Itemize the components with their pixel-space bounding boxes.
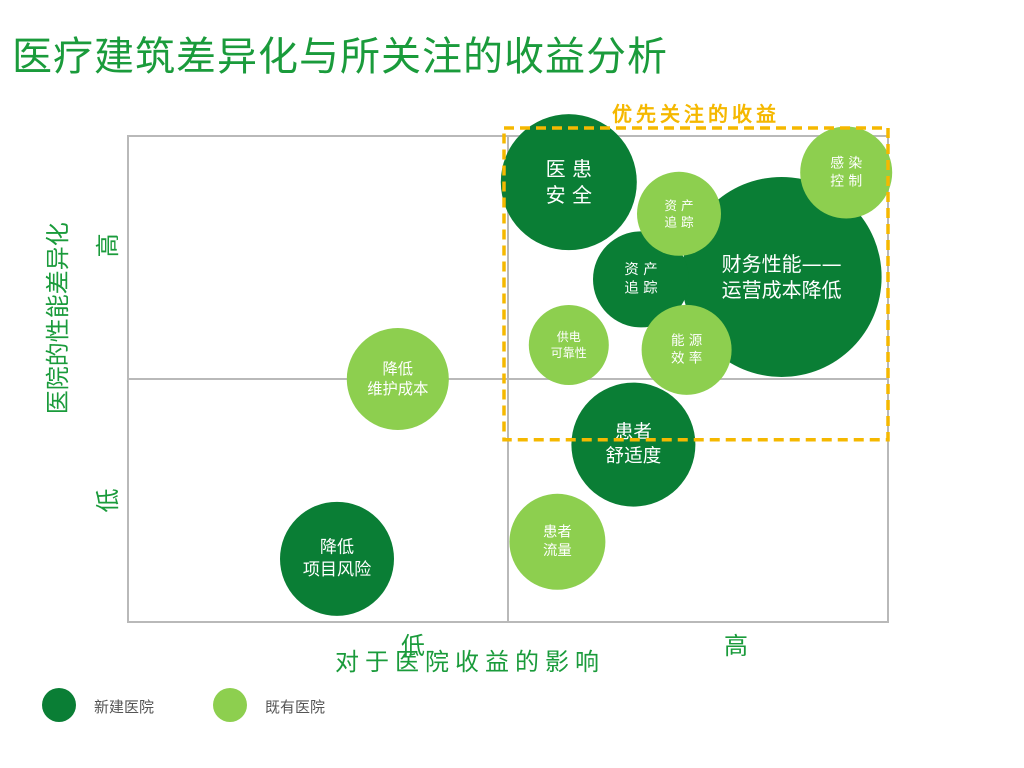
x-axis-title: 对于医院收益的影响 [335,648,605,676]
bubble [641,304,732,395]
bubble-label: 流量 [543,542,572,559]
x-tick-label-low: 低 [401,632,425,660]
bubble-label: 运营成本降低 [722,278,842,302]
bubble-label: 项目风险 [303,560,371,580]
bubble-label: 患者 [615,422,652,443]
y-tick-label-low: 低 [94,489,122,513]
bubble [346,328,449,430]
bubble-label: 资 产 [664,198,693,213]
bubble-label: 降低 [320,538,354,558]
legend-label-existing-hospital: 既有医院 [265,698,326,716]
bubble-label: 控 制 [830,173,862,189]
bubble [528,304,609,385]
bubble [571,382,696,507]
bubble-label: 降低 [382,360,413,378]
priority-region-label: 优先关注的收益 [612,102,780,126]
bubble-label: 财务性能—— [722,252,842,276]
bubble-label: 患者 [543,523,572,540]
bubble-label: 可靠性 [551,346,587,360]
x-tick-label-high: 高 [724,632,748,660]
bubble [593,231,689,328]
y-axis-title: 医院的性能差异化 [44,222,72,414]
bubble-label: 维护成本 [367,380,428,398]
bubble-label: 安 全 [546,183,592,207]
bubble-label: 资 产 [624,261,657,278]
bubble [637,171,721,256]
page-title: 医疗建筑差异化与所关注的收益分析 [12,34,668,80]
priority-region-box [502,126,890,442]
bubble-label: 供电 [557,330,581,344]
bubble-label: 追 踪 [664,214,694,229]
bubble-label: 医 患 [546,157,592,181]
bubble-label: 感 染 [830,154,862,171]
bubble [800,126,893,219]
bubble [509,493,606,590]
legend-label-new-hospital: 新建医院 [94,698,155,716]
bubble-label: 能 源 [671,333,703,349]
bubble-label: 舒适度 [606,446,662,467]
y-tick-label-high: 高 [94,233,122,257]
bubble [500,114,637,251]
bubble-label: 效 率 [671,350,702,367]
legend-swatch-existing-hospital [213,688,247,722]
legend-swatch-new-hospital [42,688,76,722]
bubble [280,501,394,616]
bubble-label: 追 踪 [624,280,657,297]
bubble [681,176,882,377]
